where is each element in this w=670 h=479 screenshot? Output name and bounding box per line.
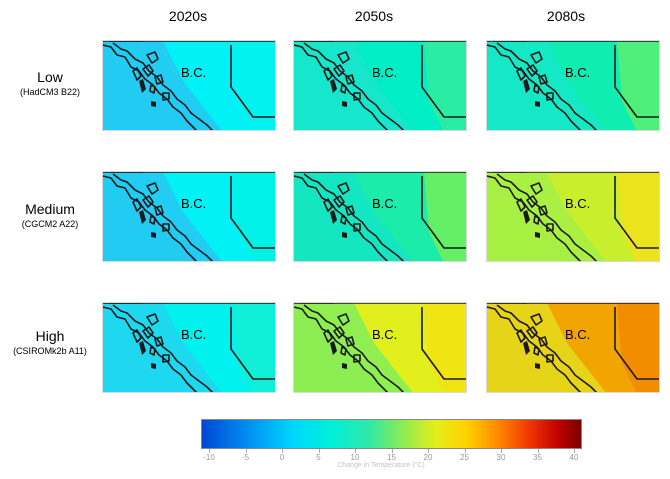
map-panel-medium-2080s: B.C. xyxy=(486,171,660,262)
map-panel-high-2020s: B.C. xyxy=(102,302,276,393)
row-label: Low xyxy=(37,69,63,85)
map-panel-medium-2020s: B.C. xyxy=(102,171,276,262)
map-region-label: B.C. xyxy=(181,196,207,211)
color-scale-tick-label: 35 xyxy=(533,453,542,462)
map-region-label: B.C. xyxy=(565,196,591,211)
color-scale-tick xyxy=(501,449,502,453)
row-sublabel: (HadCM3 B22) xyxy=(19,87,81,97)
color-scale-tick-label: 25 xyxy=(460,453,469,462)
color-scale-tick-label: 15 xyxy=(387,453,396,462)
map-region-label: B.C. xyxy=(372,196,398,211)
color-scale-tick-label: 0 xyxy=(279,453,285,462)
color-scale-ticks: Change in Temperature (°C) -10 -5 0 5 10 15 20… xyxy=(201,449,582,475)
color-scale-tick-label: 20 xyxy=(423,453,433,462)
color-scale-tick-label: 30 xyxy=(496,453,506,462)
color-scale-tick xyxy=(245,449,247,453)
row-header-high: High (CSIROMk2b A11) xyxy=(2,327,98,357)
row-sublabel: (CGCM2 A22) xyxy=(21,219,79,229)
map-panel-low-2020s: B.C. xyxy=(102,40,276,131)
color-scale-tick xyxy=(391,449,393,453)
color-scale-tick-label: -10 xyxy=(203,453,215,462)
column-header-2050s: 2050s xyxy=(354,8,394,24)
row-label: High xyxy=(35,328,65,344)
color-scale-tick xyxy=(464,449,466,453)
map-panel-high-2050s: B.C. xyxy=(293,302,467,393)
map-region-label: B.C. xyxy=(565,65,591,80)
map-region-label: B.C. xyxy=(372,65,398,80)
color-scale-caption: Change in Temperature (°C) xyxy=(337,462,425,469)
column-header-2080s: 2080s xyxy=(546,8,586,24)
color-scale-tick xyxy=(574,449,575,453)
map-region-label: B.C. xyxy=(565,327,591,342)
color-scale-tick-label: -5 xyxy=(241,453,250,462)
color-scale-tick-label: 40 xyxy=(569,453,579,462)
color-scale-bar xyxy=(201,419,582,449)
map-region-label: B.C. xyxy=(181,65,207,80)
map-panel-low-2050s: B.C. xyxy=(293,40,467,131)
color-scale-tick-label: 5 xyxy=(316,453,321,462)
column-header-2020s: 2020s xyxy=(168,8,208,24)
map-panel-low-2080s: B.C. xyxy=(486,40,660,131)
row-sublabel: (CSIROMk2b A11) xyxy=(13,346,87,356)
color-scale-tick xyxy=(537,449,539,453)
row-label: Medium xyxy=(25,201,75,217)
map-panel-medium-2050s: B.C. xyxy=(293,171,467,262)
color-scale-tick xyxy=(209,449,210,453)
color-scale-tick xyxy=(318,449,320,453)
row-header-medium: Medium (CGCM2 A22) xyxy=(2,200,98,230)
map-region-label: B.C. xyxy=(181,327,207,342)
map-region-label: B.C. xyxy=(372,327,398,342)
color-scale-tick-label: 10 xyxy=(350,453,360,462)
row-header-low: Low (HadCM3 B22) xyxy=(2,68,98,98)
map-panel-high-2080s: B.C. xyxy=(486,302,660,393)
color-scale-tick xyxy=(355,449,356,453)
color-scale-tick xyxy=(282,449,283,453)
color-scale-tick xyxy=(428,449,429,453)
